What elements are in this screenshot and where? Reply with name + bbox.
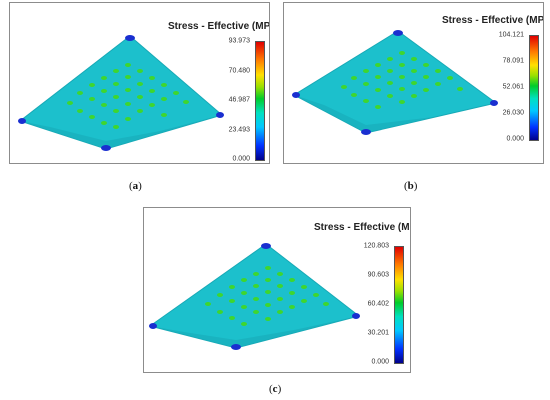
- color-scale-ticks: 104.121 78.091 52.061 26.030 0.000: [484, 31, 524, 143]
- corner-stress-top: [125, 35, 135, 41]
- caption-a: (a): [129, 180, 142, 192]
- color-scale-bar: [394, 246, 404, 364]
- color-scale-ticks: 93.973 70.480 46.987 23.493 0.000: [210, 37, 250, 163]
- corner-stress-right: [490, 100, 498, 106]
- corner-stress-top: [393, 30, 403, 36]
- legend-title: Stress - Effective (MPa): [168, 21, 270, 32]
- tick-label: 60.402: [367, 300, 389, 308]
- tick-label: 46.987: [228, 96, 250, 104]
- caption-c: (c): [269, 383, 282, 395]
- hotspot-grid: [341, 51, 463, 109]
- plate-shadow: [20, 115, 222, 149]
- plate-surface: [292, 30, 498, 134]
- hotspot-grid: [205, 266, 329, 326]
- legend-title: Stress - Effective (MPa): [442, 15, 544, 26]
- tick-label: 120.803: [363, 242, 389, 250]
- caption-letter: b: [407, 180, 414, 192]
- tick-label: 0.000: [506, 135, 524, 143]
- tick-label: 0.000: [371, 358, 389, 366]
- panel-c: Stress - Effective (MPa) 120.803 90.603 …: [143, 207, 411, 373]
- tick-label: 104.121: [498, 31, 524, 39]
- tick-label: 93.973: [228, 37, 250, 45]
- corner-stress-left: [292, 92, 300, 98]
- corner-stress-right: [352, 313, 360, 319]
- corner-stress-bottom: [361, 129, 371, 135]
- corner-stress-left: [18, 118, 26, 124]
- tick-label: 0.000: [232, 155, 250, 163]
- panel-a: Stress - Effective (MPa) 93.973 70.480 4…: [9, 2, 270, 164]
- tick-label: 78.091: [502, 57, 524, 65]
- tick-label: 70.480: [228, 67, 250, 74]
- tick-label: 26.030: [502, 109, 524, 117]
- tick-label: 52.061: [502, 83, 524, 91]
- tick-label: 30.201: [367, 329, 389, 337]
- stress-plot-b: [292, 30, 498, 135]
- corner-stress-top: [261, 243, 271, 249]
- stress-plot-a: [18, 35, 224, 151]
- stress-plot-c: [148, 243, 361, 350]
- corner-stress-bottom: [101, 145, 111, 151]
- caption-letter: a: [132, 180, 139, 192]
- color-scale-bar: [529, 35, 539, 141]
- plate-surface: [18, 35, 224, 150]
- corner-stress-left: [149, 323, 157, 329]
- caption-b: (b): [404, 180, 418, 192]
- tick-label: 23.493: [228, 126, 250, 133]
- hotspot-grid: [67, 63, 189, 129]
- color-scale-ticks: 120.803 90.603 60.402 30.201 0.000: [349, 242, 389, 366]
- corner-stress-bottom: [231, 344, 241, 350]
- plate-shadow: [294, 95, 496, 133]
- tick-label: 90.603: [367, 271, 389, 279]
- color-scale-bar: [255, 41, 265, 161]
- plate-shadow: [150, 316, 359, 348]
- caption-letter: c: [272, 383, 278, 395]
- legend-title: Stress - Effective (MPa): [314, 222, 410, 233]
- corner-stress-right: [216, 112, 224, 118]
- panel-b: Stress - Effective (MPa) 104.121 78.091 …: [283, 2, 544, 164]
